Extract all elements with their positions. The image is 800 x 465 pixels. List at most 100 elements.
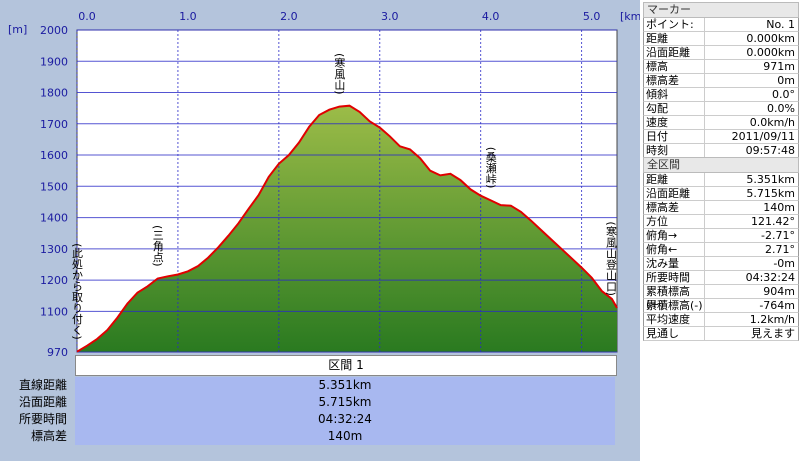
y-tick-label: 1300 (40, 243, 68, 256)
annotation: (三角点) (151, 225, 164, 267)
x-tick-label: 2.0 (280, 10, 298, 23)
row-label: 俯角← (644, 243, 705, 256)
panel-row: 沿面距離 0.000km (643, 46, 799, 60)
row-value: 121.42° (751, 215, 795, 228)
annotation: (桑瀬峠) (484, 147, 497, 189)
panel-row: 距離 0.000km (643, 32, 799, 46)
y-tick-label: 1600 (40, 149, 68, 162)
row-value: 0.0% (767, 102, 795, 115)
segment-row: 標高差 140m (0, 428, 615, 445)
y-tick-label: 1900 (40, 55, 68, 68)
x-tick-label: 5.0 (583, 10, 601, 23)
y-tick-label: 1100 (40, 305, 68, 318)
panel-row: 沈み量 -0m (643, 257, 799, 271)
row-value: 140m (763, 201, 795, 214)
row-label: 速度 (644, 116, 705, 129)
panel-row: 日付 2011/09/11 (643, 130, 799, 144)
row-label: 標高差 (644, 74, 705, 87)
row-label: 累積標高(-) (644, 299, 705, 312)
row-value: 904m (763, 285, 795, 298)
panel-row: 標高差 140m (643, 201, 799, 215)
row-label: 所要時間 (644, 271, 705, 284)
panel-row: 標高 971m (643, 60, 799, 74)
row-value: 5.351km (75, 377, 615, 394)
row-value: -0m (773, 257, 795, 270)
row-label: 時刻 (644, 144, 705, 157)
total-panel: 全区間 距離 5.351km 沿面距離 5.715km 標高差 140m 方位 121.42° 俯… (643, 157, 799, 341)
row-value: 04:32:24 (75, 411, 615, 428)
row-label: 距離 (644, 32, 705, 45)
row-value: 2011/09/11 (731, 130, 795, 143)
panel-title: マーカー (643, 2, 799, 18)
row-label: 見通し (644, 327, 705, 340)
panel-row: 傾斜 0.0° (643, 88, 799, 102)
row-label: 平均速度 (644, 313, 705, 326)
row-value: 0.0km/h (749, 116, 795, 129)
y-tick-label: 1800 (40, 87, 68, 100)
row-value: 09:57:48 (745, 144, 795, 157)
panel-row: 勾配 0.0% (643, 102, 799, 116)
row-label: 方位 (644, 215, 705, 228)
x-tick-label: 0.0 (78, 10, 96, 23)
segment-row: 直線距離 5.351km (0, 377, 615, 394)
row-value: 0m (777, 74, 795, 87)
row-value: No. 1 (766, 18, 795, 31)
row-value: 0.0° (772, 88, 795, 101)
row-label: ポイント: (644, 18, 705, 31)
row-value: 見えます (751, 327, 795, 340)
row-value: 140m (75, 428, 615, 445)
y-tick-label: 1200 (40, 274, 68, 287)
row-label: 傾斜 (644, 88, 705, 101)
panel-row: ポイント: No. 1 (643, 18, 799, 32)
segment-row: 所要時間 04:32:24 (0, 411, 615, 428)
panel-row: 累積標高(+) 904m (643, 285, 799, 311)
y-tick-label: 1700 (40, 118, 68, 131)
annotation: (寒風山登山口) (605, 221, 618, 296)
segment-header: 区間 1 (75, 355, 617, 376)
y-tick-label: 2000 (40, 24, 68, 37)
row-value: 0.000km (746, 32, 795, 45)
row-label: 標高差 (644, 201, 705, 214)
y-tick-label: 1500 (40, 180, 68, 193)
row-value: -2.71° (761, 229, 795, 242)
marker-panel: マーカー ポイント: No. 1 距離 0.000km 沿面距離 0.000km 標高 971m… (643, 2, 799, 158)
row-value: 04:32:24 (745, 271, 795, 284)
profile-pane: [m] [km] 970 1100 1200 1300 1400 1500 1600 1700… (0, 0, 646, 461)
panel-row: 累積標高(-) -764m (643, 299, 799, 313)
row-label: 沿面距離 (18, 395, 67, 409)
row-value: 2.71° (765, 243, 795, 256)
panel-title: 全区間 (643, 157, 799, 173)
row-label: 所要時間 (18, 412, 67, 426)
area (77, 105, 617, 352)
x-tick-label: 4.0 (482, 10, 500, 23)
x-unit: [km] (620, 10, 640, 23)
row-value: 0.000km (746, 46, 795, 59)
row-label: 標高 (644, 60, 705, 73)
row-label: 沈み量 (644, 257, 705, 270)
annotation: (此処から取り付く) (71, 243, 84, 340)
row-label: 標高差 (30, 429, 67, 443)
row-label: 沿面距離 (644, 46, 705, 59)
x-tick-label: 1.0 (179, 10, 197, 23)
x-tick-label: 3.0 (381, 10, 399, 23)
panel-row: 平均速度 1.2km/h (643, 313, 799, 327)
panel-row: 速度 0.0km/h (643, 116, 799, 130)
row-label: 俯角→ (644, 229, 705, 242)
row-value: -764m (759, 299, 795, 312)
y-tick-label: 1400 (40, 212, 68, 225)
panel-row: 俯角← 2.71° (643, 243, 799, 257)
panel-row: 時刻 09:57:48 (643, 144, 799, 158)
panel-row: 沿面距離 5.715km (643, 187, 799, 201)
panel-row: 所要時間 04:32:24 (643, 271, 799, 285)
panel-row: 距離 5.351km (643, 173, 799, 187)
panel-row: 見通し 見えます (643, 327, 799, 341)
row-value: 5.351km (746, 173, 795, 186)
row-value: 5.715km (746, 187, 795, 200)
row-value: 971m (763, 60, 795, 73)
row-label: 累積標高(+) (644, 285, 705, 311)
panel-row: 標高差 0m (643, 74, 799, 88)
y-tick-label: 970 (47, 346, 68, 359)
y-unit: [m] (8, 23, 27, 36)
row-label: 勾配 (644, 102, 705, 115)
row-label: 日付 (644, 130, 705, 143)
